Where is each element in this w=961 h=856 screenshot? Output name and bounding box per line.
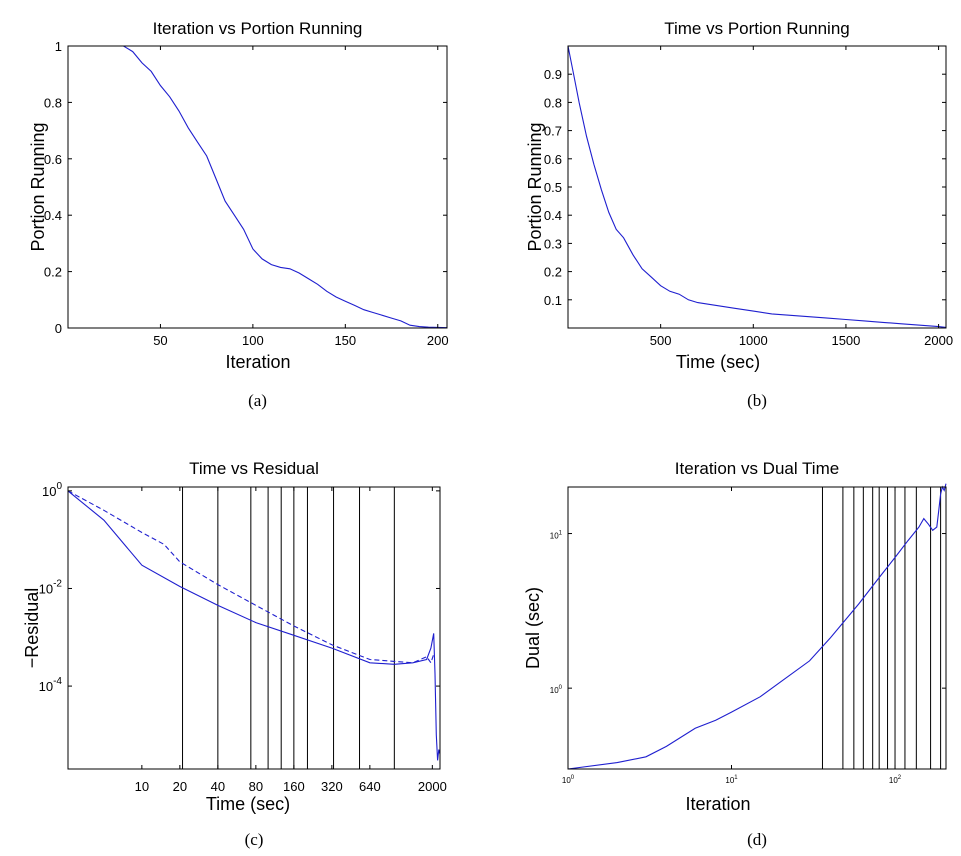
plot-frame [67, 486, 441, 770]
y-axis-label: Portion Running [28, 122, 48, 251]
y-tick-label: 0.9 [544, 67, 562, 82]
x-tick-label: 500 [650, 333, 672, 348]
y-axis-label: Portion Running [525, 122, 545, 251]
chart-panel-d: 100 101 102 100 101 Iteration vs Dual Time Ite… [523, 459, 947, 849]
y-tick-label: 0.5 [544, 180, 562, 195]
x-tick-label: 100 [242, 333, 264, 348]
x-tick-label: 1000 [739, 333, 768, 348]
x-tick-label: 150 [334, 333, 356, 348]
y-axis-label: −Residual [22, 588, 42, 669]
y-tick-label: 0.8 [544, 95, 562, 110]
chart-title: Time vs Residual [189, 459, 319, 478]
x-tick-label: 2000 [924, 333, 953, 348]
x-tick-label: 200 [427, 333, 449, 348]
y-tick-label: 0 [55, 321, 62, 336]
chart-panel-b: 500 1000 1500 2000 0.1 0.2 0.3 0.4 0.5 0.6 0.7 0.8 0… [525, 19, 953, 410]
y-axis-label: Dual (sec) [523, 587, 543, 669]
y-tick-label: 0.4 [44, 208, 62, 223]
x-tick-label: 640 [359, 779, 381, 794]
y-tick-label: 1 [55, 39, 62, 54]
panel-caption: (c) [245, 830, 264, 849]
plot-frame [567, 45, 947, 329]
panel-caption: (b) [747, 391, 767, 410]
y-tick-label: 0.6 [544, 152, 562, 167]
x-tick-label: 1500 [831, 333, 860, 348]
chart-panel-a: 50 100 150 200 0 0.2 0.4 0.6 0.8 1 Iteration vs Po… [28, 19, 449, 410]
series-line-solid [567, 483, 947, 770]
y-tick-label: 0.6 [44, 152, 62, 167]
x-axis-label: Time (sec) [206, 794, 290, 814]
series-line-dashed [67, 490, 435, 665]
series-line-solid [67, 490, 441, 761]
x-tick-label: 10 [135, 779, 149, 794]
y-tick-label: 0.3 [544, 236, 562, 251]
y-tick-label: 0.2 [44, 265, 62, 280]
x-axis-label: Iteration [685, 794, 750, 814]
panel-caption: (d) [747, 830, 767, 849]
series-line-solid [567, 45, 947, 328]
y-tick-label: 100 [550, 685, 563, 695]
y-tick-label: 100 [42, 481, 62, 499]
x-tick-label: 320 [321, 779, 343, 794]
y-tick-label: 10-4 [39, 676, 63, 694]
x-axis-label: Iteration [225, 352, 290, 372]
y-tick-label: 0.2 [544, 265, 562, 280]
plot-frame [567, 486, 947, 770]
chart-title: Iteration vs Dual Time [675, 459, 839, 478]
chart-title: Iteration vs Portion Running [153, 19, 363, 38]
x-tick-label: 40 [211, 779, 225, 794]
x-tick-label: 20 [173, 779, 187, 794]
series-line-solid [68, 45, 448, 329]
x-axis-label: Time (sec) [676, 352, 760, 372]
y-tick-label: 0.4 [544, 208, 562, 223]
y-tick-label: 10-2 [39, 578, 63, 596]
x-tick-label: 50 [153, 333, 167, 348]
panel-caption: (a) [248, 391, 267, 410]
x-tick-label: 102 [889, 775, 902, 785]
x-tick-label: 2000 [418, 779, 447, 794]
chart-panel-c: 10 20 40 80 160 320 640 2000 100 10-2 10-4 Time vs … [22, 459, 447, 849]
y-tick-label: 0.1 [544, 293, 562, 308]
y-tick-label: 0.7 [544, 124, 562, 139]
x-tick-label: 101 [725, 775, 738, 785]
x-tick-label: 100 [562, 775, 575, 785]
y-tick-label: 101 [550, 531, 563, 541]
plot-frame [67, 45, 448, 329]
chart-title: Time vs Portion Running [664, 19, 850, 38]
x-tick-label: 160 [283, 779, 305, 794]
x-tick-label: 80 [249, 779, 263, 794]
y-tick-label: 0.8 [44, 95, 62, 110]
